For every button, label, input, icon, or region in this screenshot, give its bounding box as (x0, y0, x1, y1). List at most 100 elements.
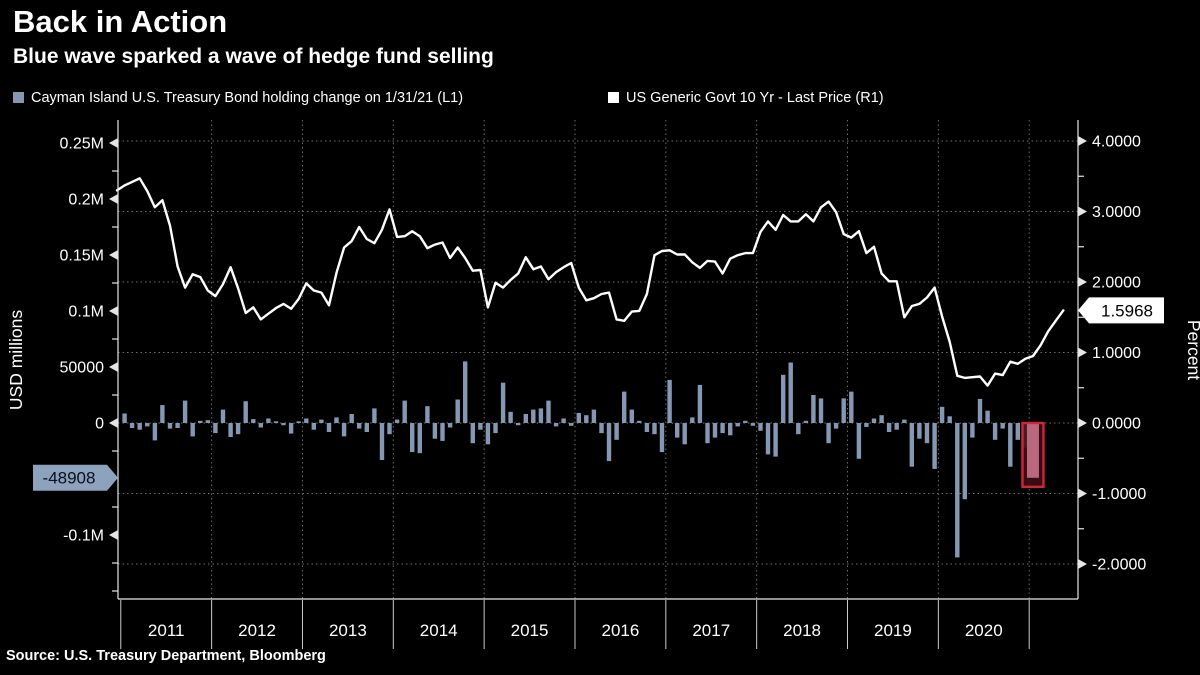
bar (682, 423, 687, 445)
bar (962, 423, 967, 500)
bar (273, 421, 279, 423)
bar (864, 423, 869, 427)
right-tick-label: 3.0000 (1092, 204, 1141, 221)
bar (849, 391, 854, 423)
bar (508, 411, 513, 423)
bar (145, 423, 150, 427)
bar (523, 414, 528, 423)
bar (311, 423, 316, 430)
bar (1008, 423, 1013, 467)
bar (387, 423, 392, 435)
highlight-box-outline (1021, 421, 1045, 489)
bar (1000, 423, 1005, 429)
left-tick-label: 0.25M (60, 136, 104, 153)
legend: Cayman Island U.S. Treasury Bond holding… (0, 90, 1200, 110)
bar (584, 415, 589, 423)
year-label: 2018 (783, 621, 821, 640)
bar (606, 423, 612, 462)
bar (160, 405, 165, 423)
bar (705, 423, 710, 444)
right-axis-title: Percent (1184, 320, 1200, 380)
x-axis: 2011 2012 2013 2014 2015 2016 2017 2018 2019 2020 (120, 600, 1030, 649)
bar (591, 409, 597, 423)
left-tick-label: -0.1M (63, 528, 104, 545)
bar (750, 423, 756, 426)
bar (909, 423, 914, 467)
bar (372, 408, 377, 423)
right-tick-label: 2.0000 (1092, 275, 1141, 292)
left-tick-arrow-icon (109, 306, 118, 316)
bar (470, 423, 475, 444)
bar (334, 417, 339, 423)
bar (614, 423, 619, 440)
bar (894, 423, 899, 430)
bar (266, 418, 271, 423)
bar (902, 419, 907, 423)
left-axis-title: USD millions (6, 310, 26, 410)
bar (781, 374, 786, 423)
highlighted-bar (1026, 423, 1039, 478)
right-tick-label: 4.0000 (1092, 134, 1141, 151)
bar (167, 423, 173, 429)
right-tick-arrow-icon (1078, 488, 1087, 499)
bar (129, 423, 135, 428)
right-tick-arrow-icon (1078, 277, 1087, 287)
bar (622, 391, 627, 423)
bar (500, 382, 506, 423)
highlighted-last-bar-group (1021, 421, 1045, 489)
bar (992, 423, 998, 440)
left-tick-arrow-icon (109, 530, 118, 540)
bar (576, 412, 581, 423)
right-tick-arrow-icon (1078, 418, 1087, 428)
bar (326, 423, 332, 432)
bar (213, 423, 218, 434)
bar (531, 409, 536, 423)
bar (122, 413, 127, 423)
bar (228, 423, 233, 437)
bar (198, 420, 203, 423)
year-label: 2020 (965, 621, 1003, 640)
bar (826, 423, 831, 444)
chart-title: Back in Action (13, 4, 228, 39)
bar (364, 423, 369, 432)
right-tick-label: -1.0000 (1092, 486, 1146, 503)
left-tick-arrow-icon (109, 418, 118, 428)
bar (538, 408, 544, 423)
year-label: 2019 (874, 621, 912, 640)
left-tick-arrow-icon (109, 250, 118, 260)
bar (243, 401, 248, 423)
bar (652, 423, 657, 435)
bar (493, 423, 498, 434)
year-label: 2016 (601, 621, 639, 640)
bar (175, 423, 180, 428)
bar (690, 417, 695, 423)
bar (955, 423, 960, 558)
bar (152, 423, 158, 441)
bar (637, 420, 642, 423)
bar (947, 416, 952, 423)
bar (137, 423, 142, 430)
bar (425, 406, 430, 423)
bar (553, 423, 559, 427)
bar (281, 423, 286, 426)
bar (788, 362, 793, 423)
bar (712, 423, 718, 438)
bar (432, 423, 438, 439)
left-tick-label: 0 (95, 416, 104, 433)
bar (743, 420, 748, 423)
bar (796, 423, 801, 435)
bar (667, 379, 672, 423)
legend-label-holdings: Cayman Island U.S. Treasury Bond holding… (31, 90, 464, 106)
bar (803, 420, 809, 423)
left-tick-arrow-icon (109, 138, 118, 148)
bar (985, 410, 990, 423)
bar (917, 423, 922, 439)
bar (697, 384, 703, 423)
right-tick-label: 0.0000 (1092, 416, 1141, 433)
bar (924, 423, 930, 444)
right-axis: 4.0000 3.0000 2.0000 1.0000 0.0000 -1.0000 -2.… (1078, 134, 1146, 574)
bar (629, 409, 634, 423)
bar (811, 395, 816, 423)
bar (288, 423, 294, 434)
